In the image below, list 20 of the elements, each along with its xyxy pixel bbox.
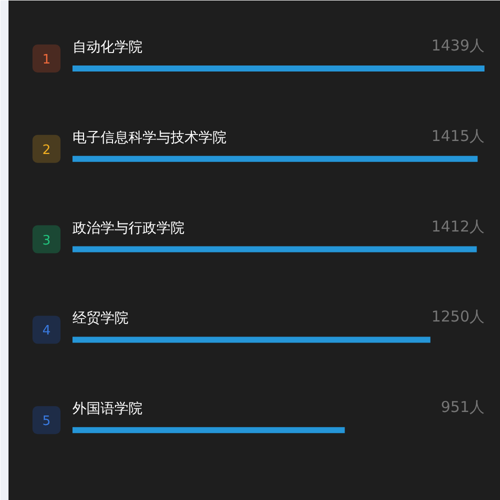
y-tick-label: 外国语学院 [72,401,142,418]
data-label: 951人 [440,398,485,416]
bar [72,246,477,252]
text: 4 [42,324,51,339]
bar [72,156,478,162]
data-label: 1439人 [431,36,485,54]
y-tick-label: 电子信息科学与技术学院 [72,130,226,146]
text: 5 [42,414,51,430]
text: 2 [42,142,51,158]
y-tick-label: 政治学与行政学院 [72,220,184,236]
bar [72,336,430,343]
data-label: 1250人 [431,308,485,326]
text: 1 [42,52,51,68]
bar [72,66,484,72]
y-tick-label: 自动化学院 [72,40,142,56]
data-label: 1415人 [431,126,485,145]
text: 3 [42,233,51,248]
bar [72,427,345,434]
y-tick-label: 经贸学院 [72,310,128,327]
data-label: 1412人 [431,217,485,236]
